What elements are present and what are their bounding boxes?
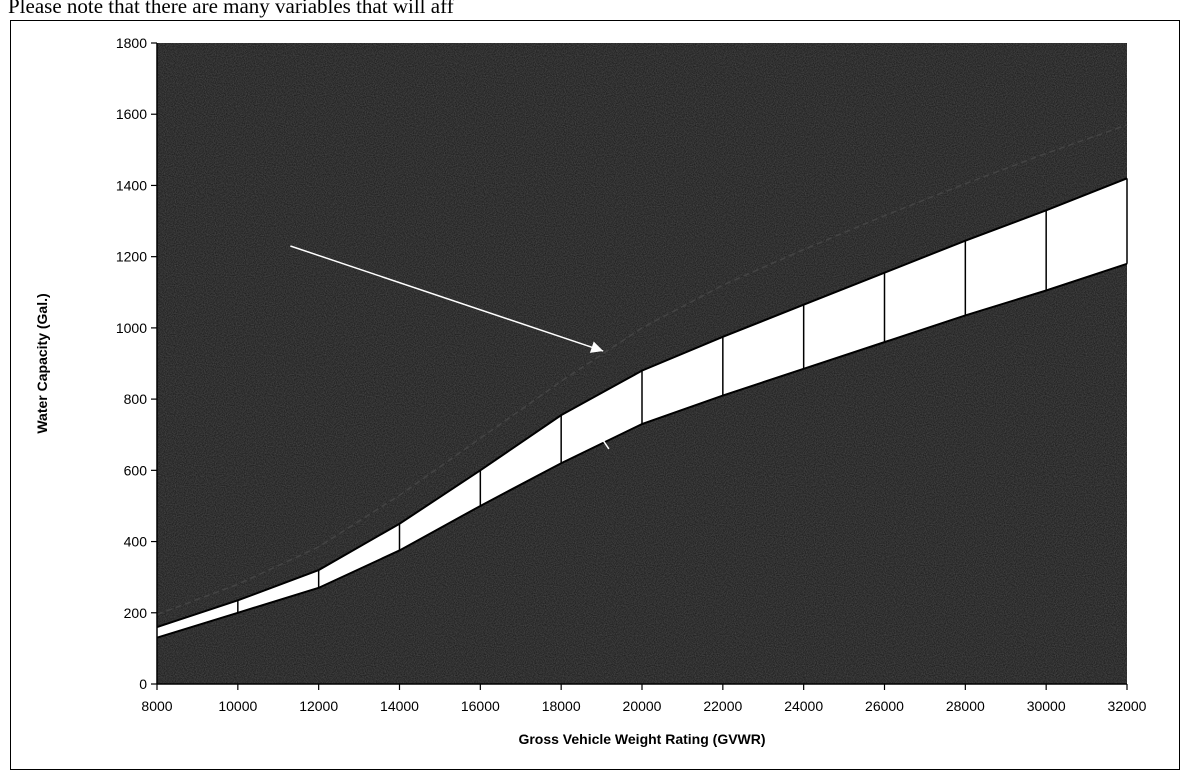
y-tick-label: 1000 — [116, 320, 147, 336]
x-tick-label: 32000 — [1108, 698, 1147, 714]
x-tick-label: 8000 — [141, 698, 172, 714]
x-tick-label: 30000 — [1027, 698, 1066, 714]
annotation-arrow-line-1 — [290, 245, 604, 352]
y-tick-label: 1800 — [116, 35, 147, 51]
x-axis-title: Gross Vehicle Weight Rating (GVWR) — [518, 731, 765, 747]
chart-frame: 0 200 400 600 800 1000 1200 1400 1600 1800 8000 100… — [10, 20, 1180, 770]
water-capacity-chart: 0 200 400 600 800 1000 1200 1400 1600 1800 8000 100… — [34, 35, 1147, 747]
x-tick-label: 16000 — [461, 698, 500, 714]
y-tick-label: 1200 — [116, 249, 147, 265]
x-tick-label: 24000 — [784, 698, 823, 714]
y-axis-title: Water Capacity (Gal.) — [34, 293, 50, 433]
x-tick-label: 28000 — [946, 698, 985, 714]
axes: 0 200 400 600 800 1000 1200 1400 1600 1800 8000 100… — [116, 35, 1147, 714]
plot-area — [156, 43, 1128, 684]
x-tick-label: 18000 — [542, 698, 581, 714]
y-tick-label: 1600 — [116, 106, 147, 122]
y-tick-label: 800 — [124, 391, 148, 407]
x-tick-label: 14000 — [380, 698, 419, 714]
x-tick-label: 26000 — [865, 698, 904, 714]
x-tick-label: 12000 — [299, 698, 338, 714]
series-line-1 — [156, 262, 1128, 639]
series-line-3 — [156, 124, 1128, 616]
series-line-2 — [156, 177, 1128, 628]
y-tick-label: 0 — [139, 676, 147, 692]
y-tick-label: 200 — [124, 605, 148, 621]
y-tick-label: 600 — [124, 462, 148, 478]
annotation-arrow-head-2 — [588, 418, 601, 433]
x-tick-label: 20000 — [623, 698, 662, 714]
annotation-arrow-head-1 — [589, 341, 604, 353]
x-tick-label: 22000 — [703, 698, 742, 714]
x-tick-label: 10000 — [218, 698, 257, 714]
y-tick-label: 400 — [124, 534, 148, 550]
y-tick-label: 1400 — [116, 177, 147, 193]
top-caption-text: Please note that there are many variable… — [8, 0, 454, 18]
